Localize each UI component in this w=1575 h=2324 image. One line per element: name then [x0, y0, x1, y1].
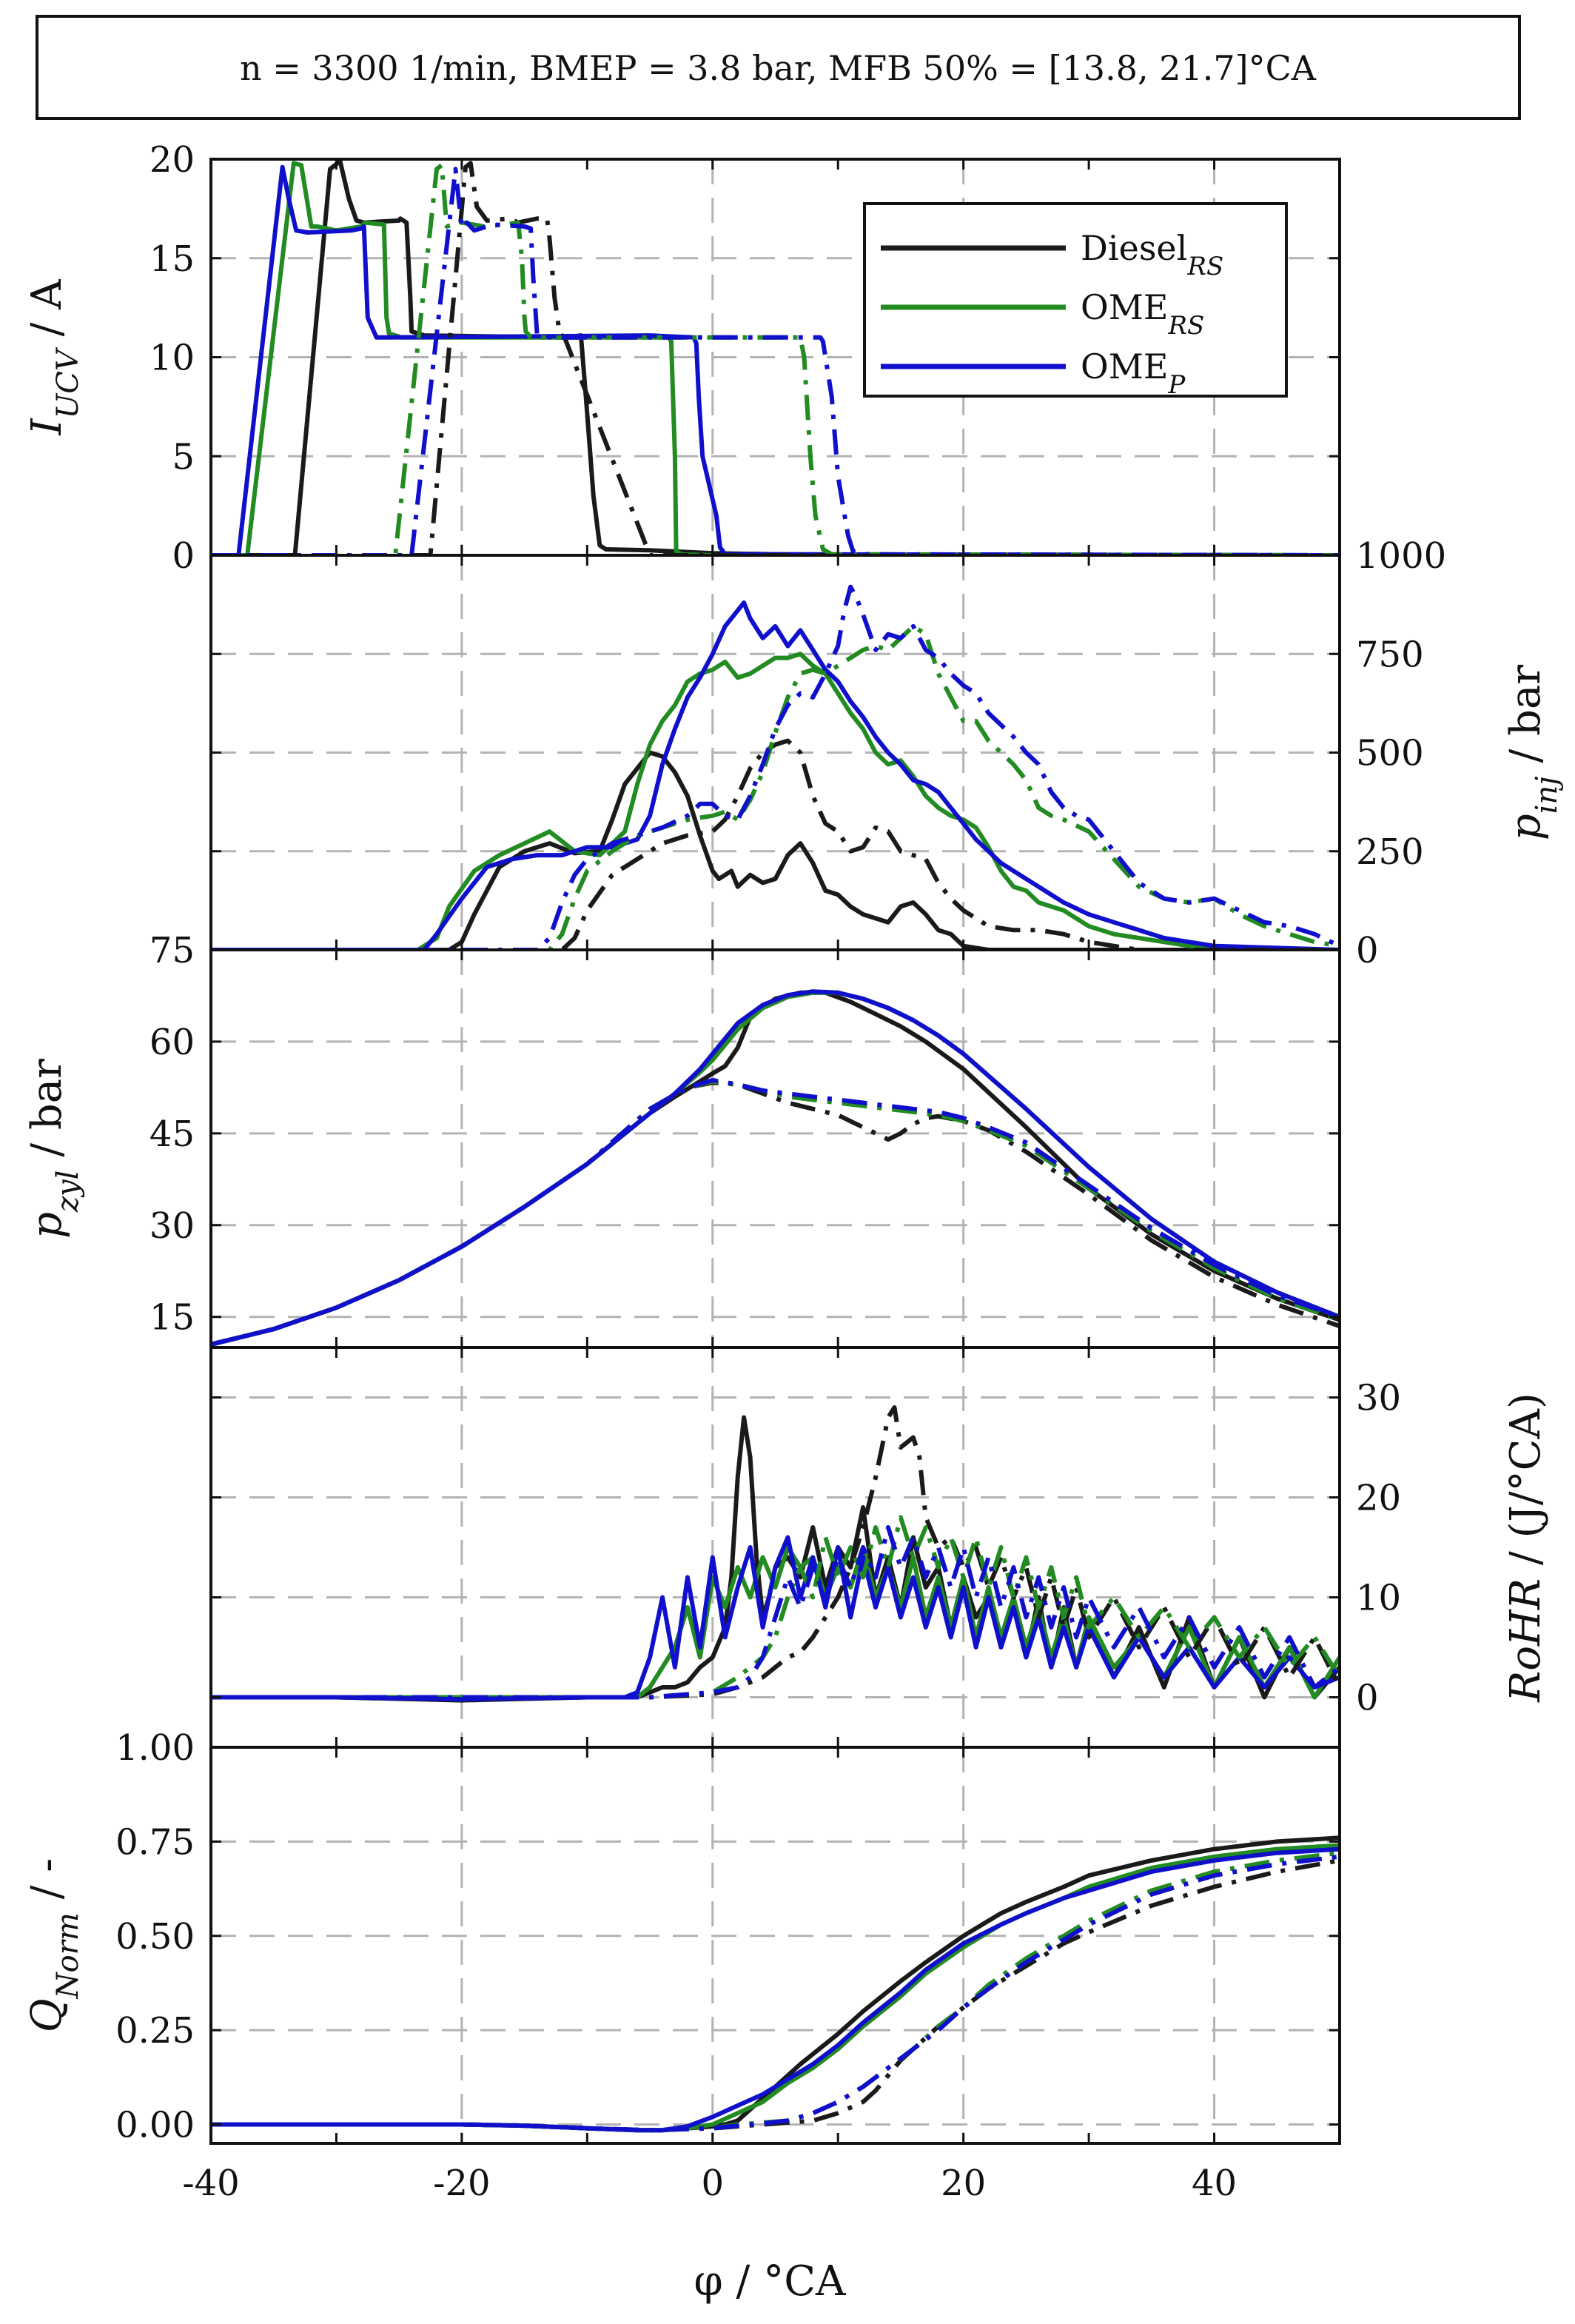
x-tick-label: 40	[1192, 2163, 1237, 2204]
y-axis-label: IUCV / A	[23, 279, 85, 436]
series-line-ome-rs-main	[211, 652, 1340, 950]
y-axis-label: pinj / bar	[1502, 665, 1564, 841]
title-frame	[36, 15, 1521, 120]
y-axis-label: RoHR / (J/°CA)	[1502, 1393, 1550, 1703]
y-tick-label: 500	[1356, 733, 1424, 774]
series-line-ome-p-main	[211, 1535, 1340, 1702]
series-group	[211, 584, 1340, 950]
series-line-ome-rs-pilot	[211, 163, 1340, 555]
y-tick-label: 60	[150, 1022, 195, 1063]
x-axis-label: φ / °CA	[694, 2257, 847, 2305]
x-tick-label: 20	[941, 2163, 986, 2204]
y-tick-label: 30	[1356, 1378, 1401, 1419]
series-line-diesel-rs-pilot	[211, 1080, 1340, 1347]
series-line-diesel-rs-pilot	[211, 161, 1340, 555]
y-tick-label: 0	[172, 535, 195, 577]
y-tick-label: 30	[150, 1205, 195, 1247]
y-tick-label: 0	[1356, 930, 1379, 971]
axes-frame	[209, 1746, 1341, 2145]
title-box: n = 3300 1/min, BMEP = 3.8 bar, MFB 50% …	[36, 15, 1521, 120]
panel-pinj: 0 250 500 750 1000 pinj / bar	[209, 535, 1564, 971]
panel-rohr: 0 10 20 30 RoHR / (J/°CA)	[209, 1346, 1550, 1749]
series-line-ome-p-main	[211, 989, 1340, 1347]
series-line-ome-p-main	[211, 164, 1340, 555]
series-line-ome-rs-main	[211, 990, 1340, 1347]
y-tick-label: 0.25	[115, 2010, 195, 2052]
panel-qnorm: 0.00 0.25 0.50 0.75 1.00 QNorm / -	[23, 1727, 1341, 2146]
y-tick-label: 20	[150, 139, 195, 181]
chart-title: n = 3300 1/min, BMEP = 3.8 bar, MFB 50% …	[240, 48, 1317, 88]
y-tick-label: 75	[150, 930, 195, 971]
y-axis-label: pzyl / bar	[23, 1059, 85, 1239]
y-tick-label: 0.50	[115, 1916, 195, 1958]
series-group	[211, 1835, 1340, 2133]
series-line-diesel-rs-pilot	[211, 1405, 1340, 1700]
series-group	[211, 1405, 1340, 1703]
series-group	[211, 989, 1340, 1347]
y-axis-label: QNorm / -	[23, 1858, 85, 2032]
panel-pzyl: 15 30 45 60 75 pzyl / bar	[23, 930, 1341, 1349]
y-tick-label: 20	[1356, 1478, 1401, 1519]
series-line-ome-p-pilot	[211, 1078, 1340, 1347]
y-tick-label: 750	[1356, 634, 1424, 675]
y-tick-label: 0.75	[115, 1821, 195, 1863]
x-tick-label: 0	[702, 2163, 725, 2204]
legend-label: OMEP	[1081, 346, 1186, 400]
y-tick-label: 15	[150, 238, 195, 280]
y-tick-label: 5	[172, 436, 195, 478]
y-tick-label: 1000	[1356, 535, 1446, 577]
legend-label: DieselRS	[1081, 228, 1223, 281]
x-tick-label: -40	[182, 2163, 239, 2204]
y-tick-label: 1.00	[115, 1727, 195, 1769]
series-line-ome-p-pilot	[211, 584, 1340, 950]
y-tick-label: 250	[1356, 831, 1424, 873]
series-line-ome-rs-main	[211, 161, 1340, 555]
y-tick-label: 45	[150, 1114, 195, 1155]
series-line-ome-p-pilot	[211, 1854, 1340, 2133]
y-tick-label: 0	[1356, 1678, 1379, 1719]
y-tick-label: 15	[150, 1297, 195, 1339]
legend-label: OMERS	[1081, 287, 1204, 341]
series-line-diesel-rs-main	[211, 990, 1340, 1347]
series-line-ome-p-pilot	[211, 1525, 1340, 1700]
axes-frame	[209, 1346, 1341, 1749]
y-tick-label: 10	[150, 338, 195, 379]
y-tick-label: 0.00	[115, 2105, 195, 2146]
series-group	[211, 159, 1340, 555]
x-tick-label: -20	[433, 2163, 490, 2204]
series-line-ome-rs-pilot	[211, 1079, 1340, 1347]
series-line-ome-p-main	[211, 1846, 1340, 2133]
series-line-diesel-rs-main	[211, 1415, 1340, 1703]
y-tick-label: 10	[1356, 1578, 1401, 1619]
series-line-diesel-rs-pilot	[211, 738, 1340, 950]
